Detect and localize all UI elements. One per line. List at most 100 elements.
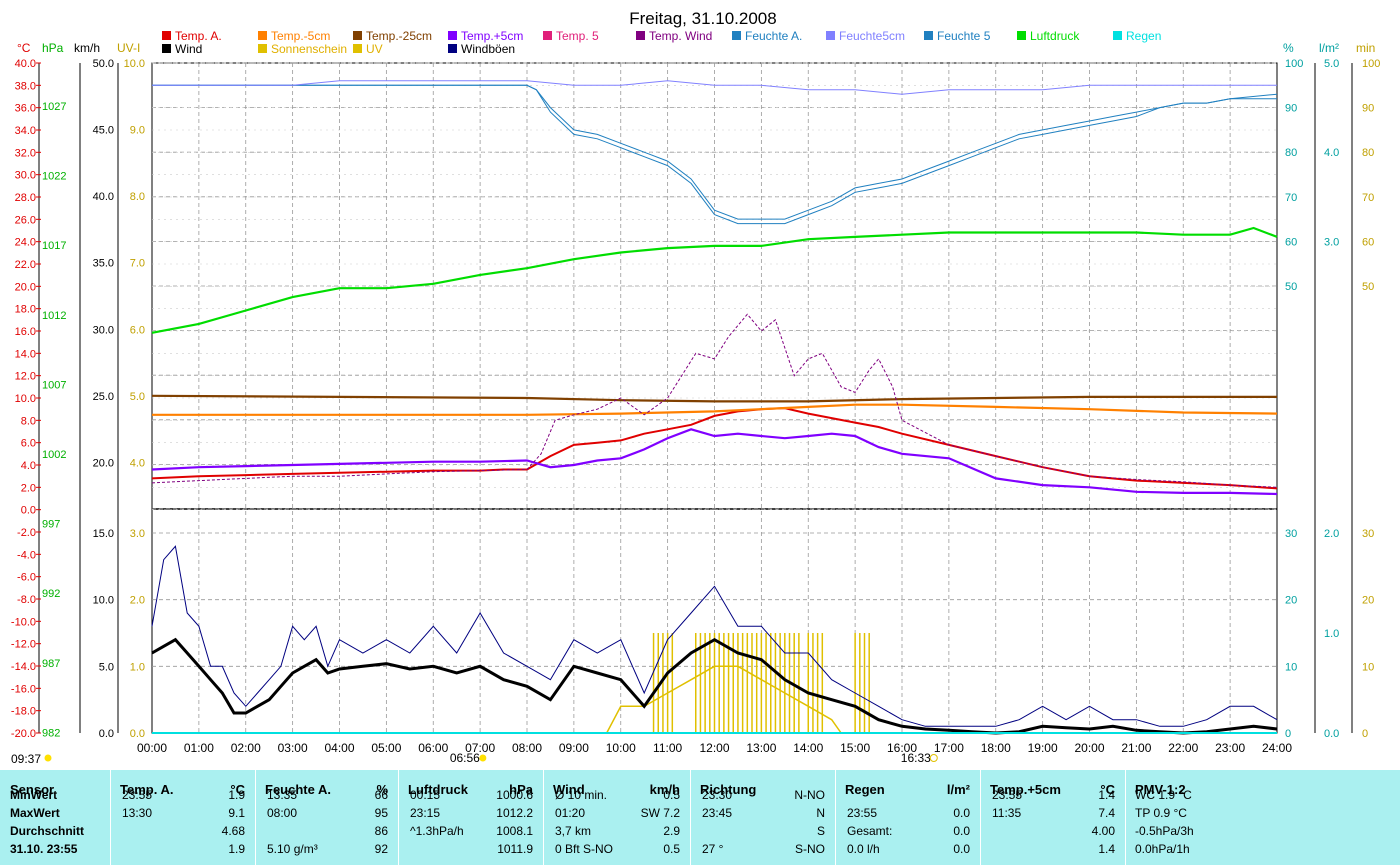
stats-cell-label: 3,7 km: [555, 824, 592, 838]
stats-separator: [110, 770, 111, 865]
stats-row-label: 31.10. 23:55: [10, 842, 78, 856]
axis-header: °C: [17, 41, 31, 55]
tick-label-minutes: 30: [1362, 528, 1374, 540]
series-layer: [151, 80, 1278, 735]
tick-label-time: 04:00: [324, 741, 354, 755]
tick-label-temp: 12.0: [15, 371, 36, 383]
tick-label-temp: 24.0: [15, 237, 36, 249]
legend-swatch: [258, 31, 267, 40]
stats-cell-value: S: [816, 824, 825, 838]
tick-label-humidity: 20: [1285, 595, 1297, 607]
stats-header: PMV-1:2: [1135, 782, 1186, 797]
stats-separator: [255, 770, 256, 865]
weather-chart: °C hPa km/h UV-I% l/m² min 40.0 38.0 36.0 34.0 32.…: [11, 9, 1380, 766]
chart-title: Freitag, 31.10.2008: [629, 9, 776, 28]
stats-cell-value: 1000.6: [496, 788, 533, 802]
stats-cell-label: 13:30: [122, 806, 153, 820]
stats-header: Temp.+5cm: [990, 782, 1061, 797]
tick-label-time: 12:00: [699, 741, 729, 755]
stats-cell: -0.5hPa/3h: [1135, 824, 1194, 838]
tick-label-uv-lower: 2.0: [130, 595, 145, 607]
stats-cell-label: 00:15: [410, 788, 441, 802]
legend-swatch: [1017, 31, 1026, 40]
stats-unit: %: [376, 782, 388, 797]
legend-label: Windböen: [461, 42, 515, 56]
legend-label: Wind: [175, 42, 202, 56]
tick-label-uv: 4.0: [130, 457, 145, 469]
legend-label: Regen: [1126, 29, 1161, 43]
series-feuchte5cm: [152, 80, 1277, 95]
tick-label-pressure: 987: [42, 658, 60, 670]
tick-label-wind-lower: 15.0: [93, 528, 114, 540]
tick-label-temp: -8.0: [17, 594, 36, 606]
tick-label-rain: 5.0: [1324, 58, 1339, 70]
tick-label-temp: 26.0: [15, 214, 36, 226]
stats-cell-value: 1012.2: [496, 806, 533, 820]
stats-cell-label: 11:35: [992, 806, 1022, 820]
series-temp-wind: [151, 313, 1278, 488]
tick-label-wind: 40.0: [93, 191, 114, 203]
legend-label: Temp.+5cm: [461, 29, 523, 43]
series-temp-5cm: [151, 428, 1278, 496]
tick-label-humidity: 90: [1285, 103, 1297, 115]
stats-cell-value: 4.00: [1091, 824, 1115, 838]
stats-column: Regen l/m² 23:55 0.0 Gesamt: 0.0 0.0 l/h 0.0: [835, 770, 980, 865]
tick-label-uv: 5.0: [130, 391, 145, 403]
stats-cell: 0.0hPa/1h: [1135, 842, 1190, 856]
stats-column: Feuchte A.% 13:35 66 08:00 95 86 5.10 g/m³ 92: [255, 770, 398, 865]
stats-header: Regen: [845, 782, 885, 797]
legend: Temp. A. Temp.-5cm Temp.-25cm Temp.+5cm Temp…: [162, 29, 1161, 56]
stats-separator: [1125, 770, 1126, 865]
series-feuchte-5: [152, 84, 1277, 225]
stats-cell-value: 86: [374, 824, 388, 838]
tick-label-uv: 9.0: [130, 125, 145, 137]
tick-label-minutes: 80: [1362, 147, 1374, 159]
tick-label-time: 03:00: [278, 741, 308, 755]
tick-label-time: 11:00: [653, 741, 682, 755]
legend-swatch: [826, 31, 835, 40]
tick-label-minutes: 100: [1362, 58, 1380, 70]
tick-label-uv: 7.0: [130, 258, 145, 270]
tick-label-temp: -10.0: [11, 616, 36, 628]
tick-label-uv: 8.0: [130, 191, 145, 203]
tick-label-time: 24:00: [1262, 741, 1292, 755]
stats-cell-label: 5.10 g/m³: [267, 842, 318, 856]
stats-cell-value: 95: [374, 806, 388, 820]
tick-label-temp: 6.0: [21, 438, 36, 450]
stats-unit: °C: [230, 782, 245, 797]
stats-header: Wind: [553, 782, 585, 797]
tick-label-minutes: 0: [1362, 728, 1368, 740]
grid: [151, 62, 1278, 734]
tick-label-time: 18:00: [981, 741, 1011, 755]
legend-swatch: [636, 31, 645, 40]
tick-label-humidity: 50: [1285, 281, 1297, 293]
stats-cell-value: 0.5: [663, 788, 680, 802]
tick-label-pressure: 997: [42, 519, 60, 531]
moon-icon: [44, 754, 52, 762]
stats-unit: hPa: [509, 782, 533, 797]
tick-label-humidity: 100: [1285, 58, 1303, 70]
stats-cell-value: 1.9: [228, 842, 245, 856]
tick-label-time: 20:00: [1074, 741, 1104, 755]
axes: °C hPa km/h UV-I% l/m² min 40.0 38.0 36.0 34.0 32.…: [11, 41, 1380, 766]
stats-row-label: MinWert: [10, 788, 58, 802]
tick-label-wind: 20.0: [93, 457, 114, 469]
legend-label: Temp. 5: [556, 29, 599, 43]
legend-swatch: [924, 31, 933, 40]
stats-column: Luftdruck hPa 00:15 1000.6 23:15 1012.2 ^1.3hP…: [398, 770, 543, 865]
legend-swatch: [353, 44, 362, 53]
stats-cell-label: 23:55: [847, 806, 878, 820]
stats-column: Wind km/h Ø 10 min. 0.5 01:20 SW 7.2 3,7 km 2.9…: [543, 770, 690, 865]
stats-separator: [398, 770, 399, 865]
tick-label-pressure: 1017: [42, 240, 66, 252]
tick-label-pressure: 1007: [42, 379, 66, 391]
tick-label-temp: -14.0: [11, 661, 36, 673]
tick-label-wind: 25.0: [93, 391, 114, 403]
stats-cell-label: 08:00: [267, 806, 298, 820]
tick-label-time: 06:00: [418, 741, 448, 755]
tick-label-uv-lower: 0.0: [130, 728, 145, 740]
axis-header: km/h: [74, 41, 100, 55]
legend-swatch: [448, 31, 457, 40]
stats-column: Temp. A. °C 23:55 1.9 13:30 9.1 4.68 1.9: [110, 770, 255, 865]
stats-row-label: Durchschnitt: [10, 824, 85, 838]
